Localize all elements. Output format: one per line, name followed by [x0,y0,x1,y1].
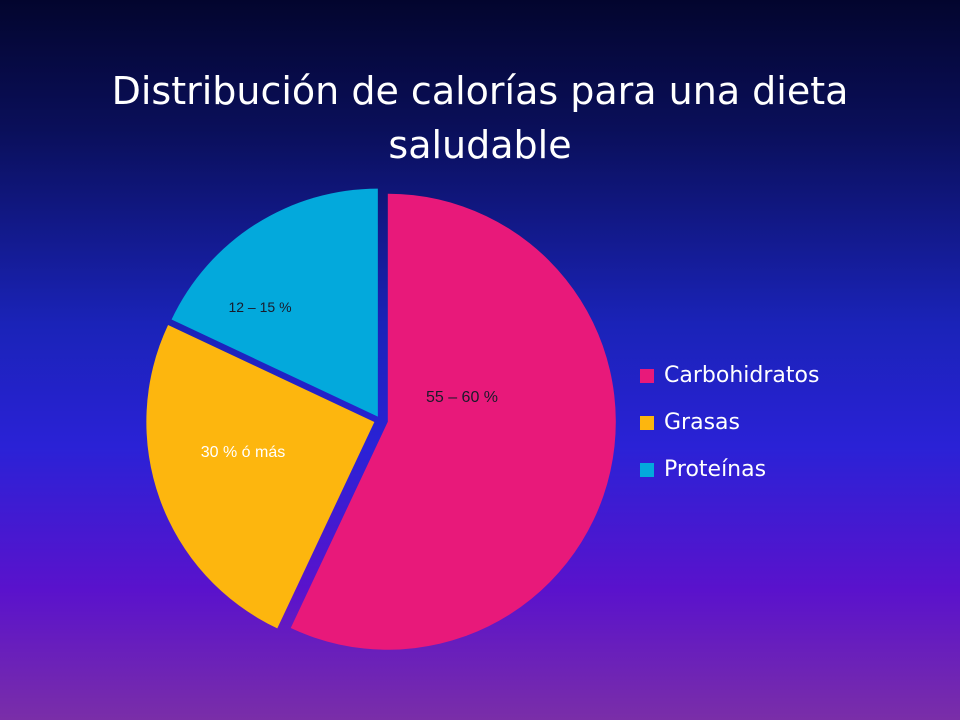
data-label: 30 % ó más [201,444,285,461]
legend-label: Proteínas [664,457,767,482]
legend-item-proteinas: Proteínas [640,446,819,493]
legend-label: Carbohidratos [664,363,820,388]
legend-swatch [640,462,654,477]
pie-slice-prote-nas [171,188,378,417]
data-label: 55 – 60 % [426,389,498,406]
pie-slice-grasas [146,324,375,629]
legend-swatch [640,368,654,383]
chart-title: Distribución de calorías para una dieta … [111,69,849,167]
legend-swatch [640,415,654,430]
data-label: 12 – 15 % [228,299,291,315]
pie-slice-carbohidratos [290,193,616,650]
legend-item-grasas: Grasas [640,399,819,446]
legend-item-carbohidratos: Carbohidratos [640,352,819,399]
legend: Carbohidratos Grasas Proteínas [640,352,819,493]
legend-label: Grasas [664,410,740,435]
